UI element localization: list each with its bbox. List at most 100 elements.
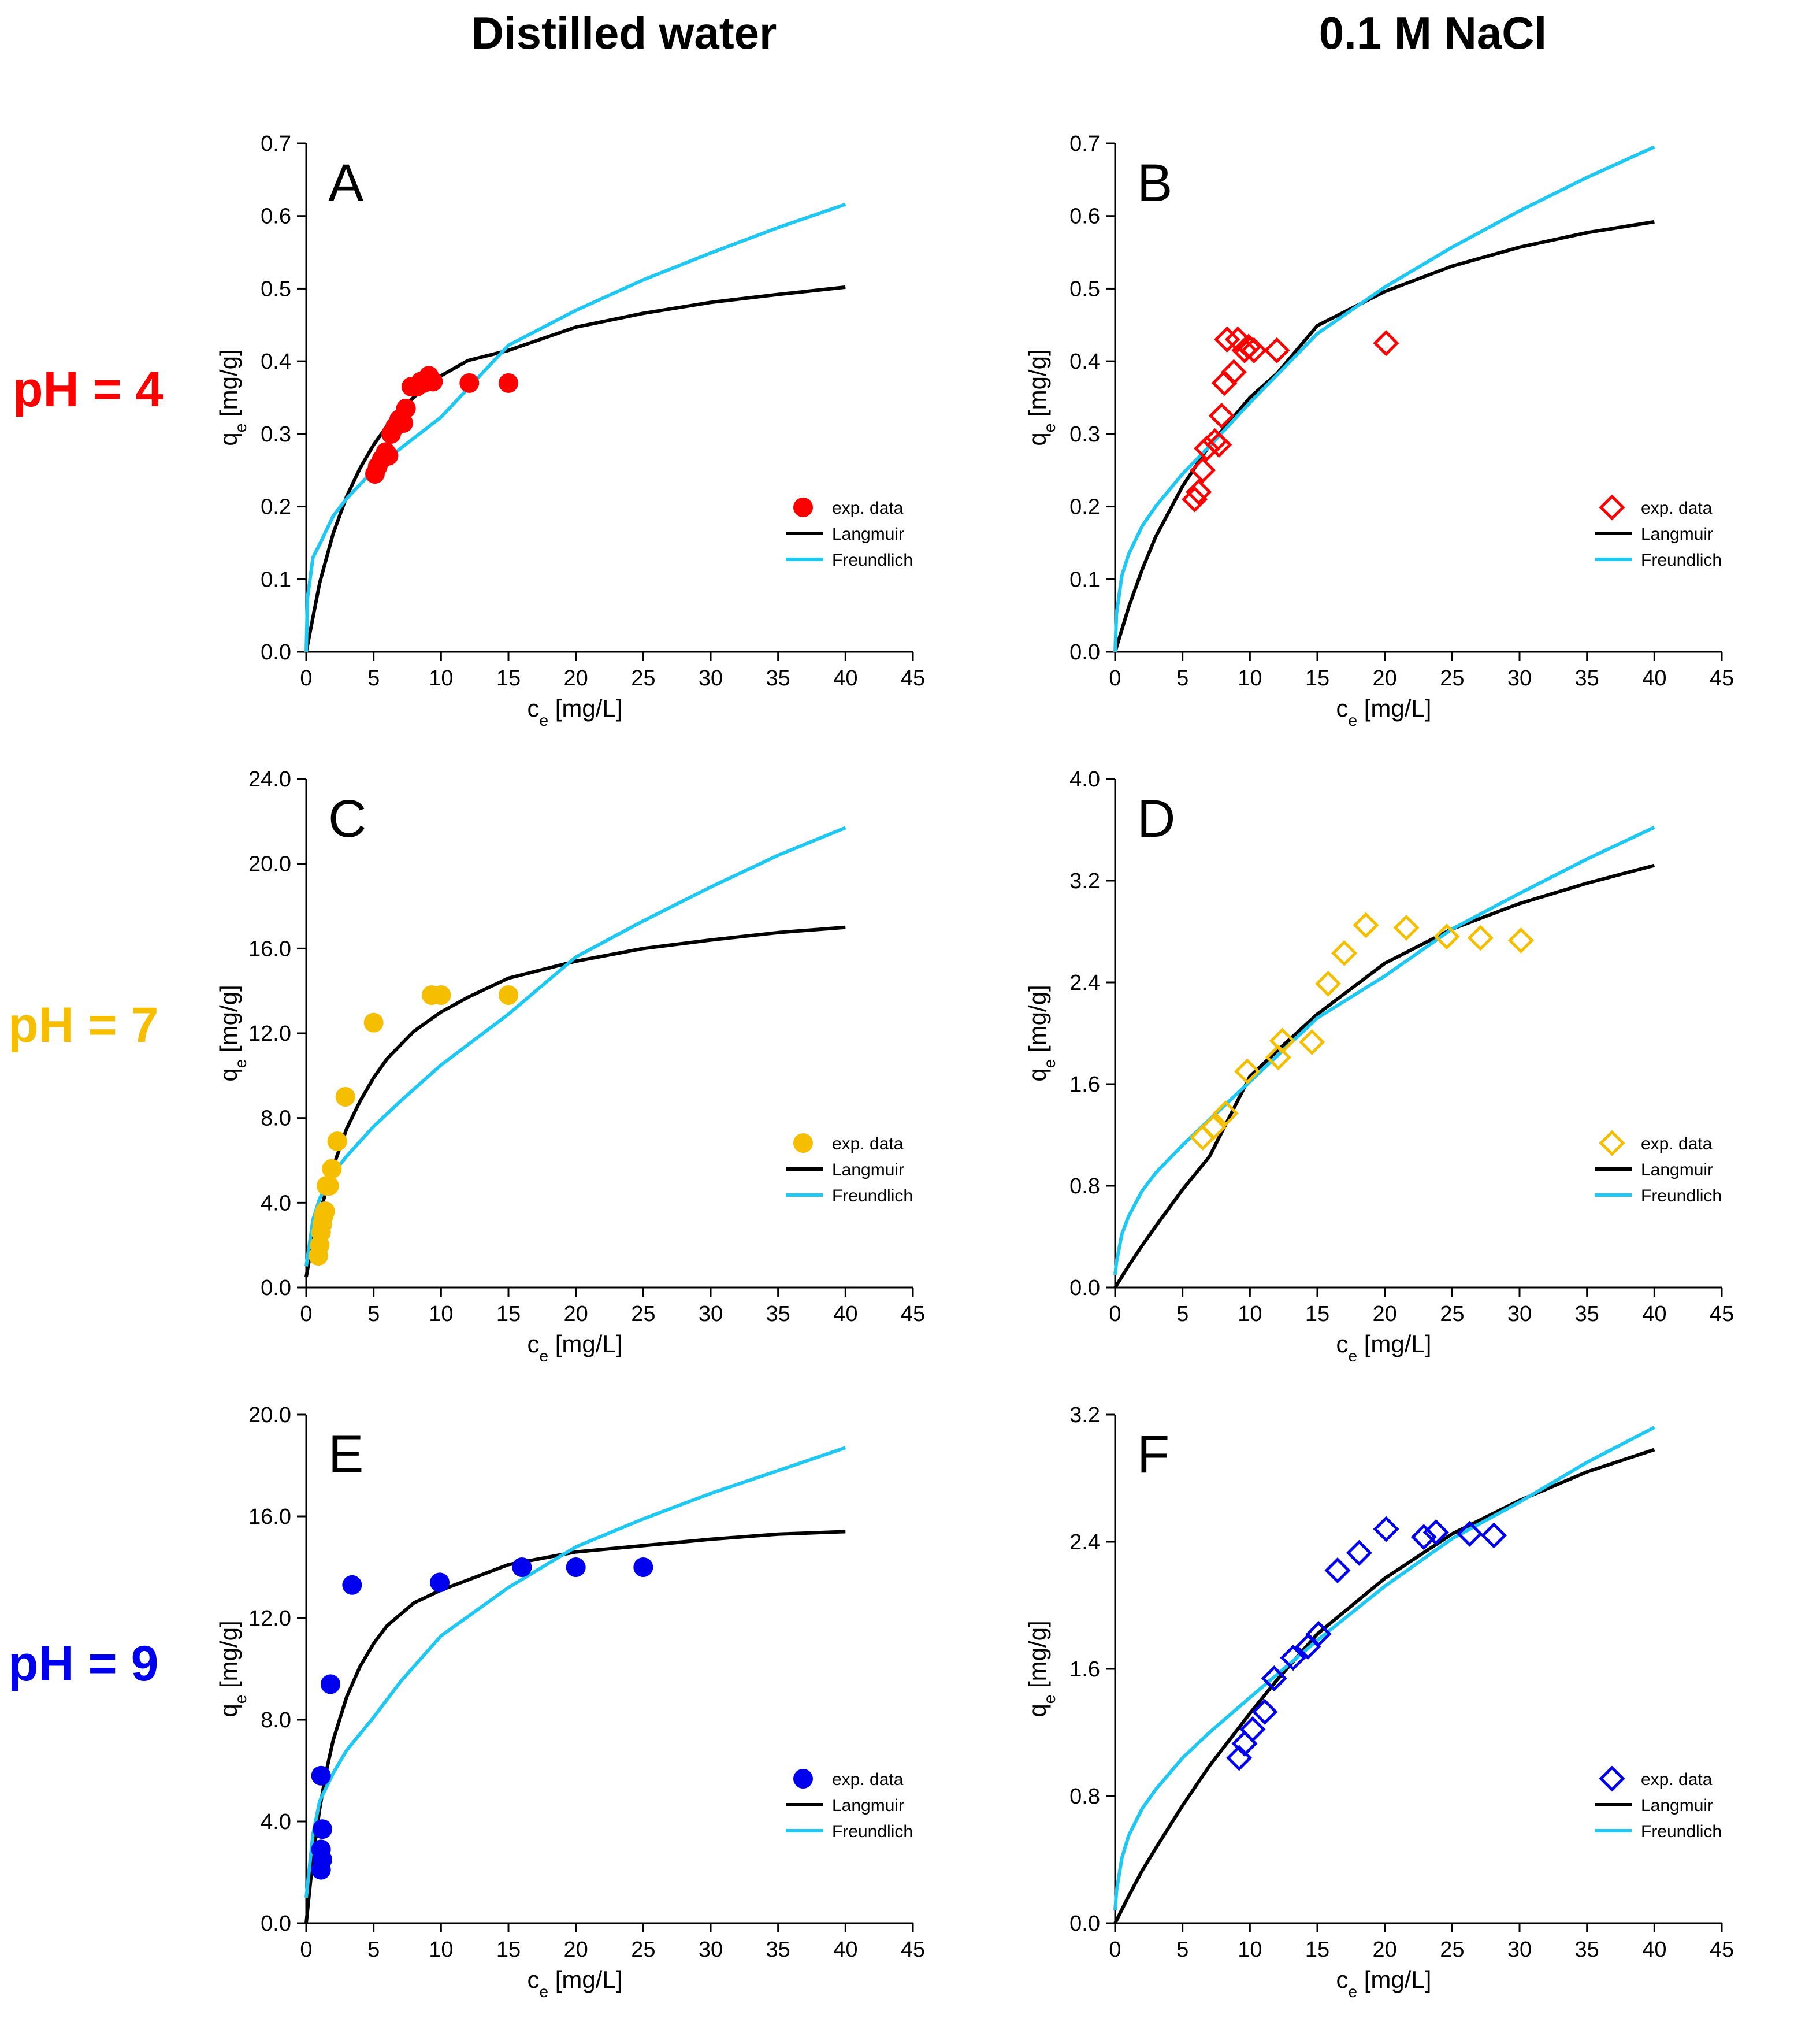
data-point <box>1331 940 1358 966</box>
x-tick-label: 5 <box>1176 1302 1188 1326</box>
x-tick-label: 25 <box>1440 1302 1464 1326</box>
x-tick-label: 35 <box>1575 1938 1599 1962</box>
x-tick-label: 0 <box>1109 1938 1121 1962</box>
x-tick-label: 40 <box>833 1938 857 1962</box>
x-tick-label: 35 <box>1575 1302 1599 1326</box>
data-point <box>319 1176 339 1196</box>
x-tick-label: 25 <box>1440 666 1464 691</box>
x-tick-label: 10 <box>429 666 453 691</box>
x-tick-label: 0 <box>1109 1302 1121 1326</box>
data-point <box>1410 1524 1437 1550</box>
x-tick-label: 10 <box>1238 1938 1262 1962</box>
legend-label-freundlich: Freundlich <box>1641 1186 1722 1205</box>
legend-marker-exp <box>1599 494 1625 521</box>
x-tick-label: 20 <box>1373 666 1397 691</box>
legend-label-exp: exp. data <box>1641 1770 1713 1789</box>
data-point <box>1315 970 1342 997</box>
y-tick-label: 0.3 <box>261 422 291 447</box>
data-point <box>1234 1058 1261 1085</box>
y-tick-label: 20.0 <box>248 1403 291 1427</box>
y-axis-label: qe [mg/g] <box>215 349 250 446</box>
legend-label-langmuir: Langmuir <box>832 525 904 544</box>
row-label-ph7: pH = 7 <box>8 997 159 1053</box>
x-axis-label: ce [mg/L] <box>528 1966 623 2001</box>
data-point <box>1346 1539 1372 1566</box>
y-tick-label: 16.0 <box>248 937 291 961</box>
x-tick-label: 0 <box>1109 666 1121 691</box>
y-axis-label: qe [mg/g] <box>215 1620 250 1717</box>
x-tick-label: 20 <box>564 1302 588 1326</box>
data-point <box>499 985 518 1005</box>
y-tick-label: 1.6 <box>1069 1073 1100 1097</box>
x-tick-label: 10 <box>1238 1302 1262 1326</box>
legend-label-freundlich: Freundlich <box>1641 551 1722 570</box>
y-tick-label: 0.1 <box>1069 567 1100 592</box>
x-tick-label: 40 <box>833 1302 857 1326</box>
freundlich-curve <box>1113 1426 1655 1911</box>
legend-marker-exp <box>1599 1765 1625 1792</box>
data-point <box>1264 337 1290 363</box>
langmuir-curve <box>304 925 846 1278</box>
y-axis-label: qe [mg/g] <box>1024 1620 1058 1717</box>
y-tick-label: 0.8 <box>1069 1174 1100 1199</box>
x-tick-label: 25 <box>631 1938 655 1962</box>
legend-label-langmuir: Langmuir <box>1641 1160 1713 1179</box>
data-point <box>1240 337 1267 363</box>
y-tick-label: 2.4 <box>1069 971 1100 995</box>
langmuir-curve <box>304 1530 846 1924</box>
x-tick-label: 20 <box>564 666 588 691</box>
x-tick-label: 15 <box>496 666 521 691</box>
x-tick-label: 30 <box>1507 1938 1532 1962</box>
y-tick-label: 0.0 <box>1069 1912 1100 1936</box>
x-tick-label: 45 <box>1710 1938 1734 1962</box>
data-point <box>315 1201 335 1221</box>
x-axis-label: ce [mg/L] <box>1336 1966 1432 2001</box>
chart-panel-a: 0 5 10 15 20 25 30 35 40 45 0.0 0.1 0.2 0.3 0.4 0.5 0.6 0… <box>215 132 925 729</box>
data-point <box>1190 457 1216 484</box>
data-point <box>1261 1665 1287 1692</box>
y-axis-label: qe [mg/g] <box>1024 349 1058 446</box>
data-point <box>1224 326 1251 353</box>
legend-label-exp: exp. data <box>1641 499 1713 518</box>
data-point <box>1305 1620 1332 1648</box>
data-point <box>1208 402 1235 429</box>
x-tick-label: 35 <box>766 1302 790 1326</box>
x-tick-label: 30 <box>699 1938 723 1962</box>
x-tick-label: 40 <box>1642 1302 1666 1326</box>
freundlich-curve <box>1113 825 1655 1275</box>
y-axis-label: qe [mg/g] <box>215 985 250 1081</box>
freundlich-curve <box>304 1446 846 1898</box>
data-point <box>1239 1716 1266 1743</box>
x-tick-label: 5 <box>367 1938 380 1962</box>
y-tick-label: 2.4 <box>1069 1530 1100 1554</box>
x-tick-label: 30 <box>699 666 723 691</box>
y-tick-label: 0.7 <box>1069 132 1100 156</box>
y-tick-label: 0.6 <box>1069 205 1100 229</box>
x-tick-label: 25 <box>631 666 655 691</box>
y-tick-label: 0.2 <box>261 495 291 520</box>
data-point <box>430 1572 450 1593</box>
data-point <box>1280 1645 1306 1671</box>
x-tick-label: 45 <box>901 1302 925 1326</box>
legend-marker-exp <box>793 1769 813 1789</box>
data-point <box>1299 1029 1325 1055</box>
data-point <box>1324 1557 1351 1584</box>
legend-label-langmuir: Langmuir <box>832 1160 904 1179</box>
data-point <box>313 1819 332 1839</box>
x-tick-label: 15 <box>496 1302 521 1326</box>
x-tick-label: 30 <box>1507 1302 1532 1326</box>
column-header-nacl: 0.1 M NaCl <box>1318 8 1547 58</box>
data-point <box>566 1557 586 1577</box>
y-tick-label: 4.0 <box>261 1191 291 1215</box>
x-tick-label: 5 <box>367 1302 380 1326</box>
data-point <box>499 373 518 393</box>
legend-label-exp: exp. data <box>1641 1134 1713 1153</box>
y-tick-label: 20.0 <box>248 852 291 877</box>
x-tick-label: 45 <box>901 666 925 691</box>
data-point <box>423 372 443 392</box>
x-axis-label: ce [mg/L] <box>1336 1330 1432 1365</box>
freundlich-curve <box>304 202 846 652</box>
legend-label-freundlich: Freundlich <box>832 1186 913 1205</box>
y-tick-label: 24.0 <box>248 767 291 792</box>
y-tick-label: 0.4 <box>261 350 291 374</box>
